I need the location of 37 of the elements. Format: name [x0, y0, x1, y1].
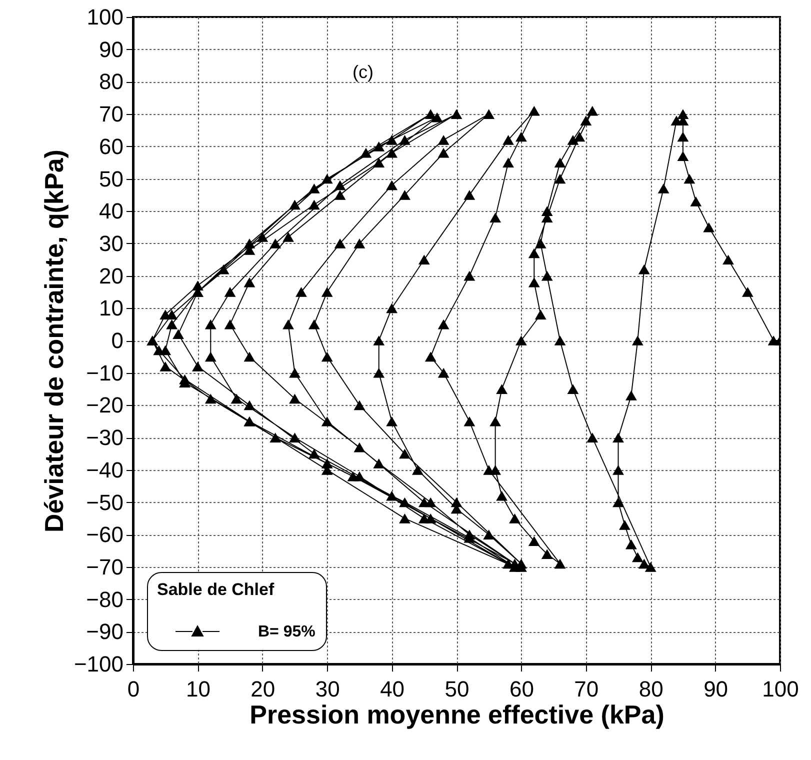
y-tick-label: 90	[99, 36, 124, 62]
y-tick-label: 40	[99, 198, 124, 224]
x-tick-label: 90	[704, 676, 728, 702]
y-tick-label: 50	[99, 166, 124, 192]
x-tick-label: 40	[380, 676, 405, 702]
x-tick-label: 80	[638, 676, 664, 702]
y-tick-label: 100	[86, 4, 124, 30]
y-tick-label: −90	[86, 619, 124, 644]
x-tick-label: 60	[509, 676, 534, 702]
y-tick-label: 0	[111, 328, 124, 353]
x-tick-label: 100	[762, 676, 799, 702]
y-tick-label: 70	[99, 102, 124, 127]
x-tick-label: 10	[186, 676, 210, 702]
legend-title: Sable de Chlef	[157, 580, 274, 599]
y-tick-label: −30	[86, 425, 124, 450]
y-tick-label: −70	[86, 554, 124, 580]
y-tick-label: 80	[99, 69, 124, 94]
y-tick-label: 30	[99, 230, 124, 256]
y-tick-label: −80	[86, 586, 124, 612]
y-tick-label: −100	[74, 652, 124, 676]
y-tick-label: 10	[99, 296, 124, 321]
x-tick-label: 30	[315, 676, 340, 702]
annotation: (c)	[352, 62, 374, 82]
y-axis-title: Déviateur de contrainte, q(kPa)	[38, 150, 69, 532]
x-tick-label: 50	[444, 676, 470, 702]
y-tick-label: −20	[86, 392, 124, 418]
y-tick-label: −60	[86, 522, 124, 548]
y-tick-label: 20	[99, 263, 124, 288]
text: B= 95%	[258, 624, 316, 640]
y-tick-label: −50	[86, 490, 124, 515]
x-tick-label: 20	[250, 676, 276, 702]
y-tick-label: 60	[99, 134, 124, 159]
x-tick-label: 70	[574, 676, 599, 702]
x-tick-label: 0	[127, 676, 140, 702]
x-axis-title: Pression moyenne effective (kPa)	[250, 700, 664, 730]
y-tick-label: −10	[86, 360, 124, 386]
y-tick-label: −40	[86, 457, 124, 482]
